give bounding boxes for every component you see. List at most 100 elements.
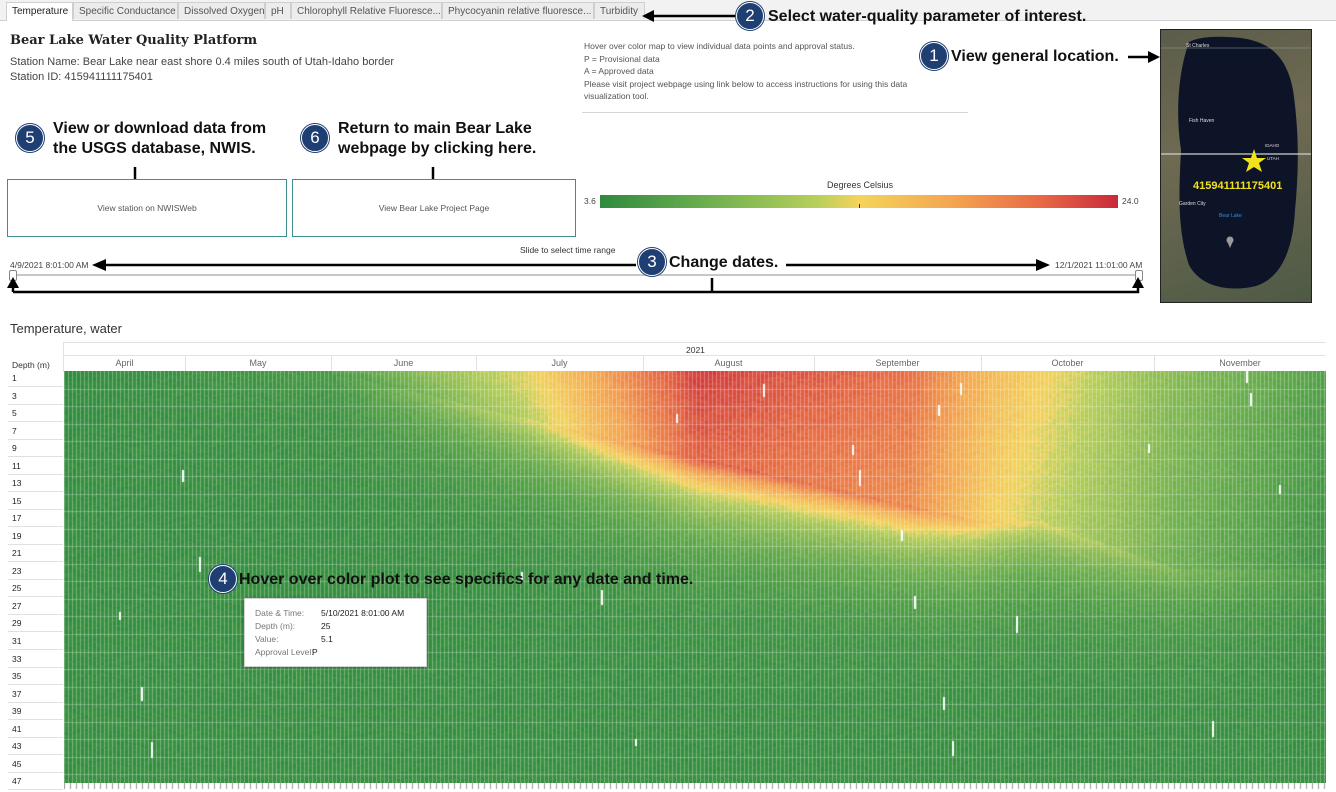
page-title: Bear Lake Water Quality Platform bbox=[10, 33, 258, 48]
map-label: Fish Haven bbox=[1189, 118, 1215, 124]
annotation-1-text: View general location. bbox=[951, 48, 1119, 65]
year-label: 2021 bbox=[686, 345, 705, 355]
tab-turbidity[interactable]: Turbidity bbox=[594, 2, 645, 19]
divider bbox=[8, 508, 63, 510]
map-station-label: 415941111175401 bbox=[1193, 180, 1283, 192]
depth-label: 29 bbox=[12, 618, 22, 629]
location-map[interactable]: St Charles Fish Haven IDAHO UTAH 4159411… bbox=[1160, 29, 1312, 303]
divider bbox=[8, 736, 63, 738]
divider bbox=[8, 526, 63, 528]
legend-min: 3.6 bbox=[584, 196, 596, 206]
annotation-2-badge: 2 bbox=[736, 2, 764, 30]
range-arrows-icon bbox=[7, 259, 1144, 294]
divider bbox=[8, 403, 63, 405]
parameter-tab-bar: Temperature Specific Conductance Dissolv… bbox=[0, 0, 1336, 21]
data-tooltip: Date & Time: 5/10/2021 8:01:00 AM Depth … bbox=[244, 598, 427, 667]
divider bbox=[814, 355, 815, 371]
map-label: UTAH bbox=[1267, 156, 1279, 161]
divider bbox=[8, 543, 63, 545]
depth-label: 27 bbox=[12, 600, 22, 611]
map-label: Garden City bbox=[1179, 201, 1206, 207]
tooltip-value: 5.1 bbox=[321, 634, 333, 644]
annotation-6-text: Return to main Bear Lake webpage by clic… bbox=[338, 120, 537, 157]
map-label: St Charles bbox=[1186, 43, 1210, 49]
nwis-link-button[interactable]: View station on NWISWeb bbox=[7, 179, 287, 237]
depth-label: 47 bbox=[12, 776, 22, 787]
date-range-slider[interactable] bbox=[12, 274, 1140, 276]
depth-label: 13 bbox=[12, 478, 22, 489]
depth-label: 5 bbox=[12, 408, 17, 419]
month-label: November bbox=[1219, 358, 1261, 368]
month-label: September bbox=[875, 358, 920, 368]
divider bbox=[8, 491, 63, 493]
annotation-3-text: Change dates. bbox=[669, 254, 779, 271]
tab-phycocyanin[interactable]: Phycocyanin relative fluoresce... bbox=[442, 2, 594, 19]
project-page-link-button[interactable]: View Bear Lake Project Page bbox=[292, 179, 576, 237]
divider bbox=[8, 648, 63, 650]
divider bbox=[1154, 355, 1155, 371]
divider bbox=[63, 342, 1326, 343]
divider bbox=[582, 112, 968, 113]
divider bbox=[8, 561, 63, 563]
tab-dissolved-oxygen[interactable]: Dissolved Oxygen bbox=[178, 2, 265, 19]
divider bbox=[63, 342, 64, 372]
divider bbox=[981, 355, 982, 371]
time-axis-ticks bbox=[64, 783, 1326, 792]
tooltip-value: P bbox=[312, 647, 318, 657]
instructions: Hover over color map to view individual … bbox=[584, 41, 908, 101]
divider bbox=[476, 355, 477, 371]
depth-axis-title: Depth (m) bbox=[12, 360, 50, 370]
map-label: IDAHO bbox=[1265, 143, 1280, 148]
section-title: Temperature, water bbox=[10, 321, 122, 336]
depth-label: 17 bbox=[12, 513, 22, 524]
tooltip-key: Value: bbox=[255, 634, 279, 644]
map-label: Bear Lake bbox=[1219, 213, 1242, 219]
tab-specific-conductance[interactable]: Specific Conductance bbox=[73, 2, 178, 19]
depth-label: 21 bbox=[12, 548, 22, 559]
annotation-5-text: View or download data from the USGS data… bbox=[53, 120, 267, 157]
divider bbox=[8, 386, 63, 387]
depth-label: 43 bbox=[12, 741, 22, 752]
divider bbox=[185, 355, 186, 371]
divider bbox=[8, 789, 63, 791]
divider bbox=[8, 578, 63, 580]
annotation-4-text: Hover over color plot to see specifics f… bbox=[239, 571, 694, 588]
temperature-heatmap[interactable] bbox=[64, 371, 1326, 783]
tooltip-key: Approval Level: bbox=[255, 647, 314, 657]
tooltip-key: Date & Time: bbox=[255, 608, 305, 618]
legend-title: Degrees Celsius bbox=[826, 180, 894, 190]
depth-label: 31 bbox=[12, 635, 22, 646]
annotation-6-badge: 6 bbox=[301, 124, 329, 152]
depth-label: 25 bbox=[12, 583, 22, 594]
tab-chlorophyll[interactable]: Chlorophyll Relative Fluoresce... bbox=[291, 2, 442, 19]
annotation-1-badge: 1 bbox=[920, 42, 948, 70]
month-label: April bbox=[115, 358, 134, 368]
divider bbox=[63, 355, 1326, 356]
divider bbox=[8, 473, 63, 475]
color-legend-bar bbox=[600, 195, 1118, 208]
legend-max: 24.0 bbox=[1122, 196, 1139, 206]
depth-label: 45 bbox=[12, 758, 22, 769]
tab-ph[interactable]: pH bbox=[265, 2, 291, 19]
month-label: August bbox=[714, 358, 743, 368]
divider bbox=[8, 719, 63, 721]
depth-label: 33 bbox=[12, 653, 22, 664]
divider bbox=[8, 438, 63, 440]
depth-label: 11 bbox=[12, 460, 21, 471]
month-label: June bbox=[393, 358, 414, 368]
tab-temperature[interactable]: Temperature bbox=[6, 2, 73, 21]
divider bbox=[8, 421, 63, 423]
month-label: May bbox=[249, 358, 267, 368]
station-id: Station ID: 415941111175401 bbox=[10, 71, 153, 83]
depth-label: 9 bbox=[12, 443, 17, 454]
annotation-5-badge: 5 bbox=[16, 124, 44, 152]
depth-label: 37 bbox=[12, 688, 22, 699]
slider-end-date: 12/1/2021 11:01:00 AM bbox=[1055, 260, 1143, 270]
divider bbox=[8, 613, 63, 615]
divider bbox=[8, 701, 63, 703]
depth-label: 23 bbox=[12, 565, 22, 576]
depth-label: 19 bbox=[12, 530, 22, 541]
tooltip-value: 5/10/2021 8:01:00 AM bbox=[321, 608, 405, 618]
arrow-right-icon bbox=[1128, 51, 1160, 63]
annotation-4-badge: 4 bbox=[209, 565, 237, 593]
